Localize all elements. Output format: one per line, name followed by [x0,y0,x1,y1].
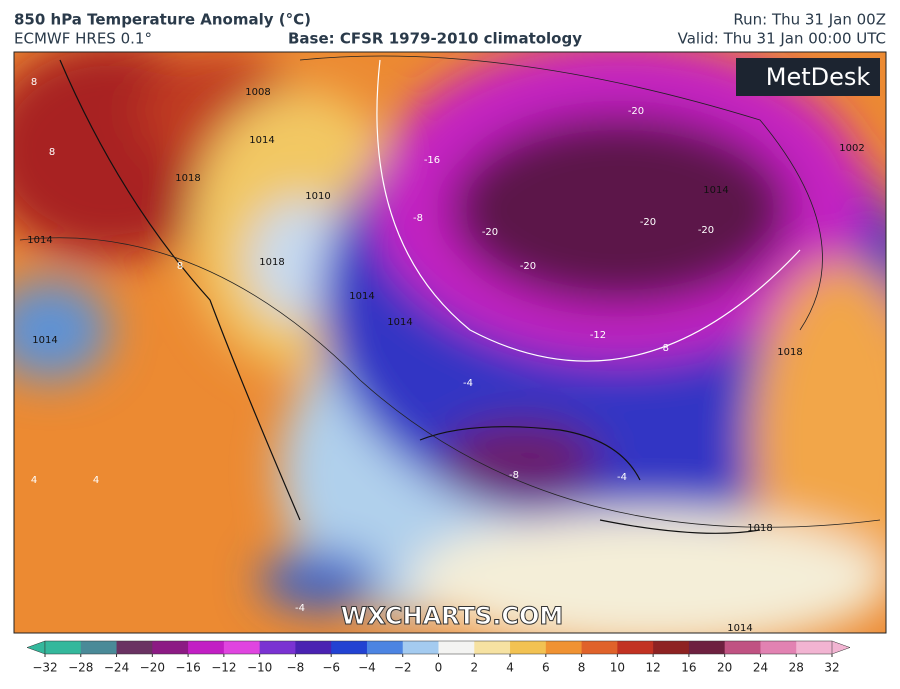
anomaly-label: -12 [590,330,606,341]
colorbar-segment [760,641,797,654]
anomaly-label: -4 [295,603,305,614]
isobar-label: 1014 [387,317,412,328]
colorbar-tick-label: 32 [824,661,839,675]
anomaly-label: -20 [698,225,714,236]
colorbar-tick-label: −8 [287,661,305,675]
colorbar-tick-label: 20 [717,661,732,675]
anomaly-label: -20 [482,227,498,238]
isobar-label: 1018 [747,523,772,534]
anomaly-label: 8 [177,261,183,272]
isobar-label: 1014 [703,185,728,196]
isobar-label: 1014 [27,235,52,246]
anomaly-label: -20 [640,217,656,228]
map-frame [13,51,887,634]
anomaly-label: 4 [31,475,37,486]
colorbar-segment [116,641,153,654]
colorbar-tick-label: −28 [68,661,93,675]
colorbar-tick-label: 4 [506,661,514,675]
isobar-label: 1010 [305,191,330,202]
isobar-label: 1018 [777,347,802,358]
colorbar-segment [617,641,654,654]
colorbar-tick-label: −24 [104,661,129,675]
colorbar-tick-label: −10 [247,661,272,675]
isobar-label: 1008 [245,87,270,98]
isobar-label: 1014 [727,623,752,634]
colorbar-min-arrow [26,640,46,655]
map [14,52,886,633]
colorbar-tick-label: 0 [435,661,443,675]
base: Base: CFSR 1979-2010 climatology [288,30,582,48]
logo: MetDesk [766,63,871,91]
colorbar-tick-label: 16 [681,661,696,675]
colorbar-tick-label: −4 [358,661,376,675]
colorbar-segment [152,641,189,654]
isobar-label: 1014 [349,291,374,302]
anomaly-label: -8 [413,213,423,224]
colorbar-tick-label: −16 [175,661,200,675]
colorbar-tick-label: 8 [578,661,586,675]
colorbar-segment [259,641,296,654]
colorbar-tick-label: 6 [542,661,550,675]
colorbar-tick-label: −2 [394,661,412,675]
anomaly-label: 8 [49,147,55,158]
anomaly-label: -8 [659,343,669,354]
colorbar-tick-label: 12 [645,661,660,675]
colorbar-segment [331,641,368,654]
isobar-label: 1018 [259,257,284,268]
anomaly-label: 8 [31,77,37,88]
colorbar-tick-label: 24 [753,661,768,675]
colorbar-segment [581,641,618,654]
colorbar-segment [366,641,404,654]
isobar-label: 1002 [839,143,864,154]
model: ECMWF HRES 0.1° [14,30,152,48]
colorbar-segment [402,641,439,654]
colorbar-tick-label: −12 [211,661,236,675]
colorbar-segment [545,641,583,654]
colorbar: −32 −28 −24 −20 −16 −12 −10 −8 −6 −4 −2 0 2 4 6 8 10 12 16… [26,640,851,675]
run: Run: Thu 31 Jan 00Z [733,11,886,29]
colorbar-segment [474,641,511,654]
colorbar-tick-label: −6 [322,661,340,675]
colorbar-segment [45,641,82,654]
valid: Valid: Thu 31 Jan 00:00 UTC [678,30,886,48]
colorbar-segment [80,641,118,654]
watermark: WXCHARTS.COM [341,602,563,630]
isobar-label: 1014 [32,335,57,346]
colorbar-segment [438,641,475,654]
colorbar-segment [688,641,726,654]
anomaly-label: -4 [463,378,473,389]
colorbar-segment [295,641,332,654]
colorbar-segment [796,641,833,654]
anomaly-label: -16 [424,155,440,166]
isobar-label: 1014 [249,135,274,146]
anomaly-label: -20 [520,261,536,272]
logo-box [736,58,880,96]
colorbar-max-arrow [831,640,851,655]
colorbar-tick-label: 2 [470,661,478,675]
colorbar-tick-label: 10 [610,661,625,675]
isobar-label: 1018 [175,173,200,184]
colorbar-segment [653,641,690,654]
colorbar-segment [510,641,547,654]
colorbar-segment [724,641,761,654]
anomaly-label: -8 [509,470,519,481]
colorbar-tick-label: 28 [789,661,804,675]
colorbar-tick-label: −20 [140,661,165,675]
anomaly-label: -4 [617,472,627,483]
colorbar-segment [188,641,225,654]
anomaly-label: 4 [93,475,99,486]
colorbar-tick-label: −32 [32,661,57,675]
anomaly-label: -20 [628,106,644,117]
title: 850 hPa Temperature Anomaly (°C) [14,11,311,29]
colorbar-segment [223,641,261,654]
